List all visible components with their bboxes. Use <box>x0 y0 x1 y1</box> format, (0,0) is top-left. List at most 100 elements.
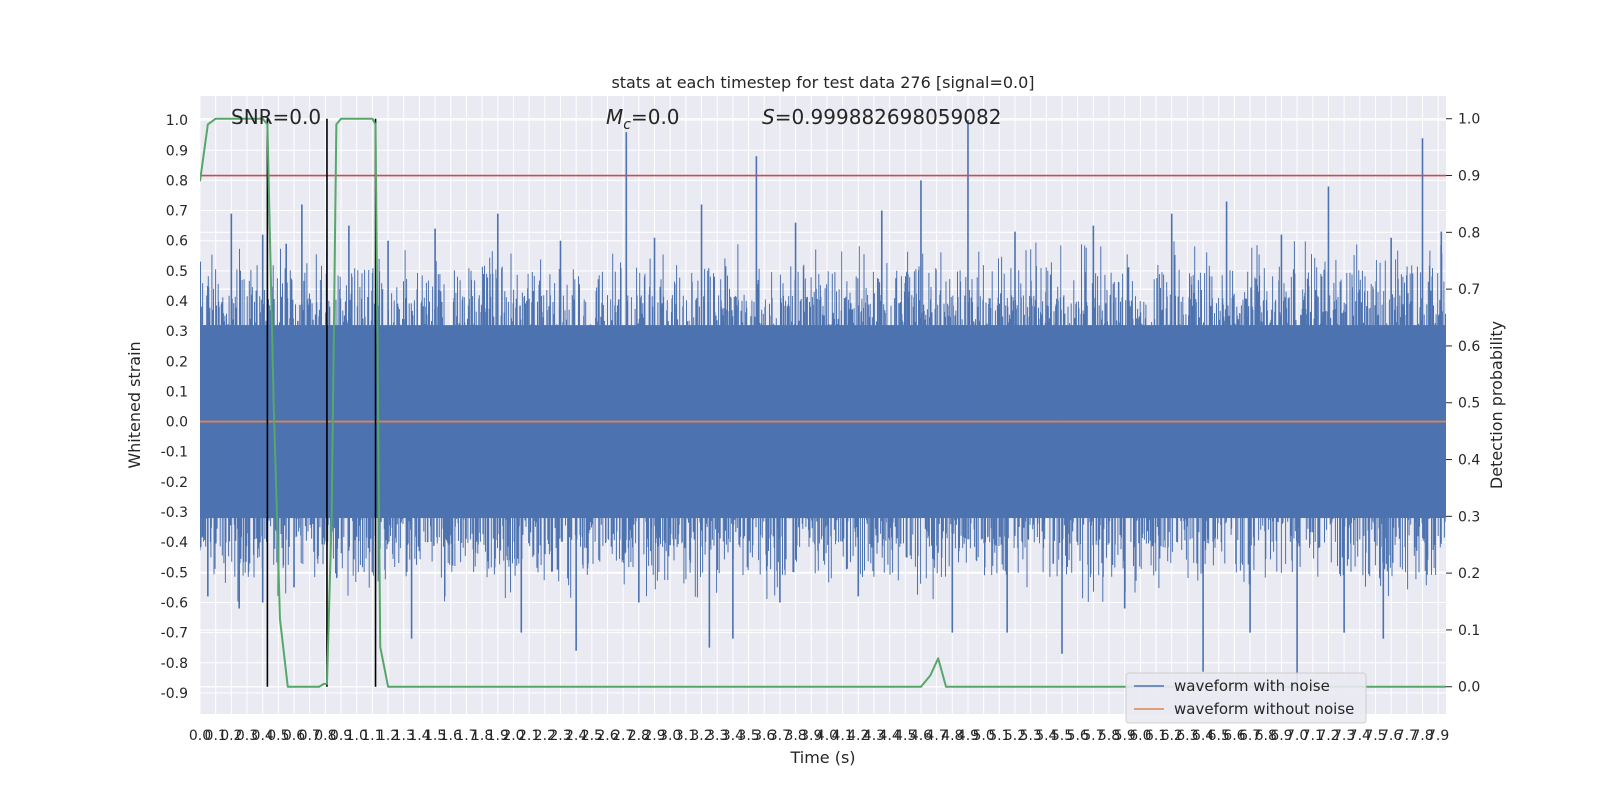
x-tick-label: 1.2 <box>377 728 399 744</box>
y-left-tick-label: 0.1 <box>166 384 188 400</box>
x-tick-label: 2.2 <box>534 728 556 744</box>
x-tick-label: 5.4 <box>1035 728 1057 744</box>
x-tick-label: 0.2 <box>220 728 242 744</box>
plot-content <box>200 117 1446 688</box>
y-left-tick-label: 0.6 <box>166 234 188 250</box>
x-tick-label: 3.4 <box>722 728 744 744</box>
x-tick-label: 1.9 <box>487 728 509 744</box>
x-tick-label: 2.4 <box>565 728 587 744</box>
y-axis-left-ticks: -0.9 -0.8 -0.7 -0.6 -0.5 -0.4 -0.3 -0.2 -0.1 0.0 0… <box>161 113 188 702</box>
y-right-tick-label: 0.8 <box>1458 225 1480 241</box>
x-tick-label: 4.3 <box>863 728 885 744</box>
snr-annotation: SNR=0.0 <box>231 105 321 129</box>
y-axis-right-ticks: 0.0 0.1 0.2 0.3 0.4 0.5 0.6 0.7 0.8 0.9 1.0 <box>1446 112 1480 696</box>
y-left-tick-label: -0.5 <box>161 565 188 581</box>
legend-box <box>1125 672 1367 724</box>
probability-line <box>200 117 1446 688</box>
x-tick-label: 0.1 <box>205 728 227 744</box>
y-left-tick-label: -0.8 <box>161 656 188 672</box>
x-tick-label: 7.8 <box>1411 728 1433 744</box>
noise-trace <box>200 241 1446 602</box>
x-tick-label: 5.6 <box>1067 728 1089 744</box>
x-tick-label: 3.5 <box>737 728 759 744</box>
y-axis-right-label: Detection probability <box>1487 321 1506 489</box>
x-tick-label: 6.8 <box>1255 728 1277 744</box>
x-tick-label: 1.5 <box>424 728 446 744</box>
x-tick-label: 7.1 <box>1302 728 1324 744</box>
x-tick-label: 6.9 <box>1270 728 1292 744</box>
x-tick-label: 6.1 <box>1145 728 1167 744</box>
x-tick-label: 5.2 <box>1004 728 1026 744</box>
y-left-tick-label: -0.6 <box>161 595 188 611</box>
x-tick-label: 5.1 <box>988 728 1010 744</box>
y-right-tick-label: 0.3 <box>1458 509 1480 525</box>
x-tick-label: 2.0 <box>502 728 524 744</box>
y-left-tick-label: 0.5 <box>166 264 188 280</box>
legend: waveform with noise waveform without noi… <box>1125 672 1367 724</box>
x-tick-label: 3.0 <box>659 728 681 744</box>
y-left-tick-label: -0.7 <box>161 626 188 642</box>
x-tick-label: 0.8 <box>314 728 336 744</box>
x-tick-label: 2.9 <box>643 728 665 744</box>
x-axis-label: Time (s) <box>789 748 855 767</box>
y-left-tick-label: 0.3 <box>166 324 188 340</box>
x-tick-label: 3.1 <box>675 728 697 744</box>
x-tick-label: 2.3 <box>549 728 571 744</box>
x-tick-label: 7.7 <box>1396 728 1418 744</box>
chart-title: stats at each timestep for test data 276… <box>611 73 1034 92</box>
x-tick-label: 2.5 <box>581 728 603 744</box>
x-tick-label: 2.8 <box>628 728 650 744</box>
x-tick-label: 5.5 <box>1051 728 1073 744</box>
x-tick-label: 0.0 <box>189 728 211 744</box>
x-tick-label: 5.0 <box>973 728 995 744</box>
x-tick-label: 6.0 <box>1129 728 1151 744</box>
x-tick-label: 7.9 <box>1427 728 1449 744</box>
x-tick-label: 1.6 <box>440 728 462 744</box>
x-tick-label: 7.0 <box>1286 728 1308 744</box>
y-right-tick-label: 0.9 <box>1458 169 1480 185</box>
x-tick-label: 0.6 <box>283 728 305 744</box>
y-left-tick-label: -0.3 <box>161 505 188 521</box>
x-tick-label: 1.7 <box>455 728 477 744</box>
y-right-tick-label: 0.1 <box>1458 623 1480 639</box>
y-left-tick-label: -0.9 <box>161 686 188 702</box>
x-tick-label: 4.0 <box>816 728 838 744</box>
x-tick-label: 7.4 <box>1349 728 1371 744</box>
x-tick-label: 6.4 <box>1192 728 1214 744</box>
x-tick-label: 4.2 <box>847 728 869 744</box>
x-tick-label: 2.1 <box>518 728 540 744</box>
x-tick-label: 3.7 <box>769 728 791 744</box>
x-tick-label: 7.6 <box>1380 728 1402 744</box>
x-tick-label: 1.0 <box>346 728 368 744</box>
x-tick-label: 0.4 <box>252 728 274 744</box>
x-tick-label: 7.2 <box>1317 728 1339 744</box>
x-tick-label: 6.3 <box>1176 728 1198 744</box>
x-tick-label: 6.6 <box>1223 728 1245 744</box>
y-right-tick-label: 0.0 <box>1458 680 1480 696</box>
x-tick-label: 3.6 <box>753 728 775 744</box>
x-tick-label: 7.5 <box>1364 728 1386 744</box>
y-left-tick-label: 0.0 <box>166 415 188 431</box>
y-right-tick-label: 0.7 <box>1458 282 1480 298</box>
x-tick-label: 4.9 <box>957 728 979 744</box>
x-tick-label: 6.2 <box>1161 728 1183 744</box>
x-tick-label: 5.7 <box>1082 728 1104 744</box>
score-annotation: S=0.999882698059082 <box>762 105 1001 129</box>
x-tick-label: 0.9 <box>330 728 352 744</box>
y-left-tick-label: 1.0 <box>166 113 188 129</box>
x-tick-label: 3.2 <box>690 728 712 744</box>
x-tick-label: 5.3 <box>1020 728 1042 744</box>
y-right-tick-label: 1.0 <box>1458 112 1480 128</box>
y-left-tick-label: 0.7 <box>166 204 188 220</box>
x-tick-label: 4.6 <box>910 728 932 744</box>
x-tick-label: 2.6 <box>596 728 618 744</box>
y-left-tick-label: 0.4 <box>166 294 188 310</box>
x-tick-label: 4.8 <box>941 728 963 744</box>
x-tick-label: 0.7 <box>299 728 321 744</box>
x-tick-label: 3.8 <box>784 728 806 744</box>
x-tick-label: 3.3 <box>706 728 728 744</box>
x-tick-label: 6.5 <box>1208 728 1230 744</box>
y-right-tick-label: 0.6 <box>1458 339 1480 355</box>
x-axis-ticks: 0.00.10.20.30.40.50.60.70.80.91.01.11.21… <box>189 728 1449 744</box>
